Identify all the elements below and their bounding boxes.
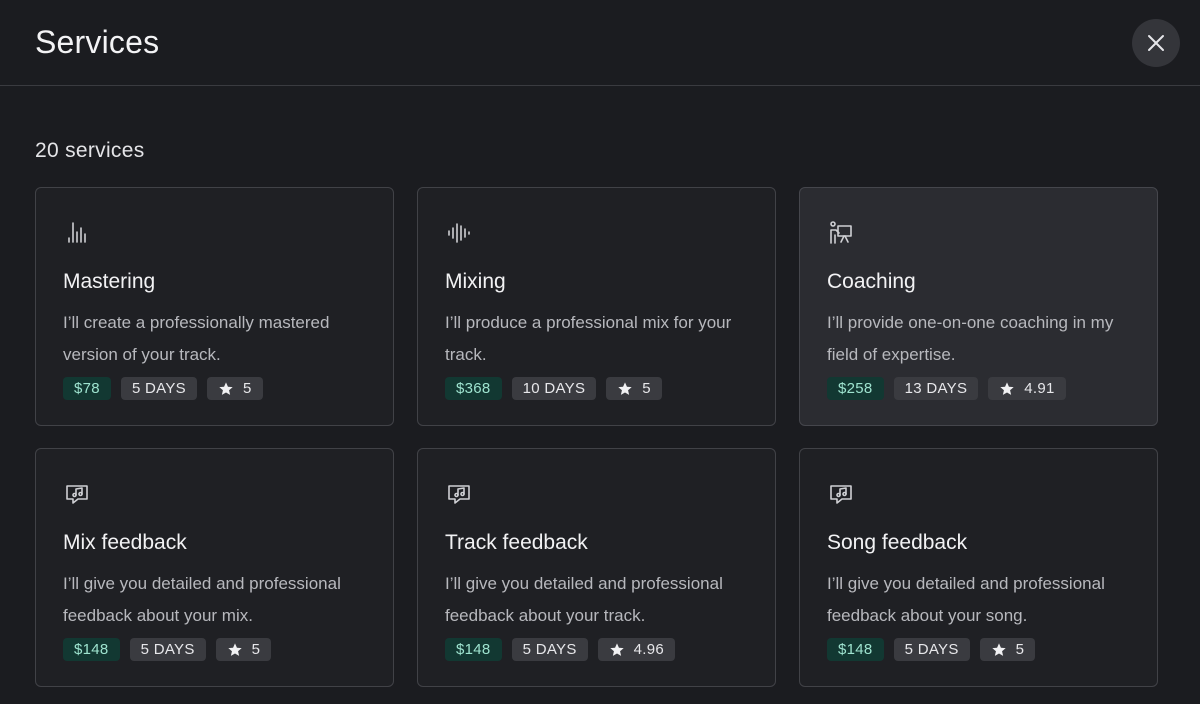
presenter-icon (830, 221, 852, 244)
rating-badge: 5 (206, 377, 263, 400)
star-icon (999, 381, 1015, 397)
service-name: Song feedback (827, 531, 968, 554)
waveform-icon (448, 223, 470, 243)
music-chat-icon (66, 485, 88, 504)
close-icon (1148, 35, 1164, 51)
service-description: I’ll give you detailed and professional … (63, 574, 341, 625)
price-badge: $148 (827, 638, 884, 661)
services-grid: Mastering I’ll create a professionally m… (35, 187, 1159, 687)
rating-badge: 4.96 (597, 638, 676, 661)
service-name: Track feedback (445, 531, 588, 554)
price-badge: $258 (827, 377, 884, 400)
services-count: 20 services (35, 139, 145, 162)
music-chat-icon (448, 485, 470, 504)
duration-badge: 5 DAYS (893, 638, 970, 661)
star-icon (617, 381, 633, 397)
service-name: Mix feedback (63, 531, 187, 554)
page-title: Services (35, 24, 160, 60)
service-card-coaching[interactable]: Coaching I’ll provide one-on-one coachin… (799, 187, 1158, 426)
service-tags: $148 5 DAYS 5 (827, 638, 1036, 661)
service-card-track-feedback[interactable]: Track feedback I’ll give you detailed an… (417, 448, 776, 687)
star-icon (609, 642, 625, 658)
service-name: Coaching (827, 270, 916, 293)
service-description: I’ll give you detailed and professional … (445, 574, 723, 625)
bars-icon (68, 222, 86, 243)
service-tags: $258 13 DAYS 4.91 (827, 377, 1066, 400)
duration-badge: 5 DAYS (120, 377, 197, 400)
service-card-song-feedback[interactable]: Song feedback I’ll give you detailed and… (799, 448, 1158, 687)
service-name: Mixing (445, 270, 506, 293)
star-icon (227, 642, 243, 658)
star-icon (991, 642, 1007, 658)
service-description: I’ll produce a professional mix for your… (445, 313, 732, 364)
service-card-mix-feedback[interactable]: Mix feedback I’ll give you detailed and … (35, 448, 394, 687)
duration-badge: 13 DAYS (893, 377, 979, 400)
service-tags: $78 5 DAYS 5 (63, 377, 263, 400)
service-name: Mastering (63, 270, 156, 293)
rating-value: 5 (251, 641, 261, 658)
service-card-mastering[interactable]: Mastering I’ll create a professionally m… (35, 187, 394, 426)
price-badge: $148 (445, 638, 502, 661)
rating-badge: 5 (215, 638, 272, 661)
service-description: I’ll create a professionally mastered ve… (63, 313, 330, 364)
rating-value: 5 (642, 380, 651, 397)
service-tags: $148 5 DAYS 5 (63, 638, 272, 661)
star-icon (218, 381, 234, 397)
price-badge: $78 (63, 377, 111, 400)
close-button[interactable] (1132, 19, 1180, 67)
service-tags: $148 5 DAYS 4.96 (445, 638, 676, 661)
rating-badge: 4.91 (988, 377, 1066, 400)
service-description: I’ll provide one-on-one coaching in my f… (827, 313, 1114, 364)
rating-value: 4.91 (1024, 380, 1055, 397)
rating-badge: 5 (979, 638, 1036, 661)
service-card-mixing[interactable]: Mixing I’ll produce a professional mix f… (417, 187, 776, 426)
price-badge: $368 (445, 377, 502, 400)
music-chat-icon (830, 485, 852, 504)
service-description: I’ll give you detailed and professional … (827, 574, 1105, 625)
rating-badge: 5 (606, 377, 662, 400)
service-tags: $368 10 DAYS 5 (445, 377, 662, 400)
duration-badge: 5 DAYS (129, 638, 206, 661)
duration-badge: 10 DAYS (511, 377, 597, 400)
duration-badge: 5 DAYS (511, 638, 588, 661)
modal-header: Services (0, 0, 1200, 86)
price-badge: $148 (63, 638, 120, 661)
rating-value: 5 (242, 380, 252, 397)
rating-value: 5 (1015, 641, 1025, 658)
rating-value: 4.96 (633, 641, 665, 658)
